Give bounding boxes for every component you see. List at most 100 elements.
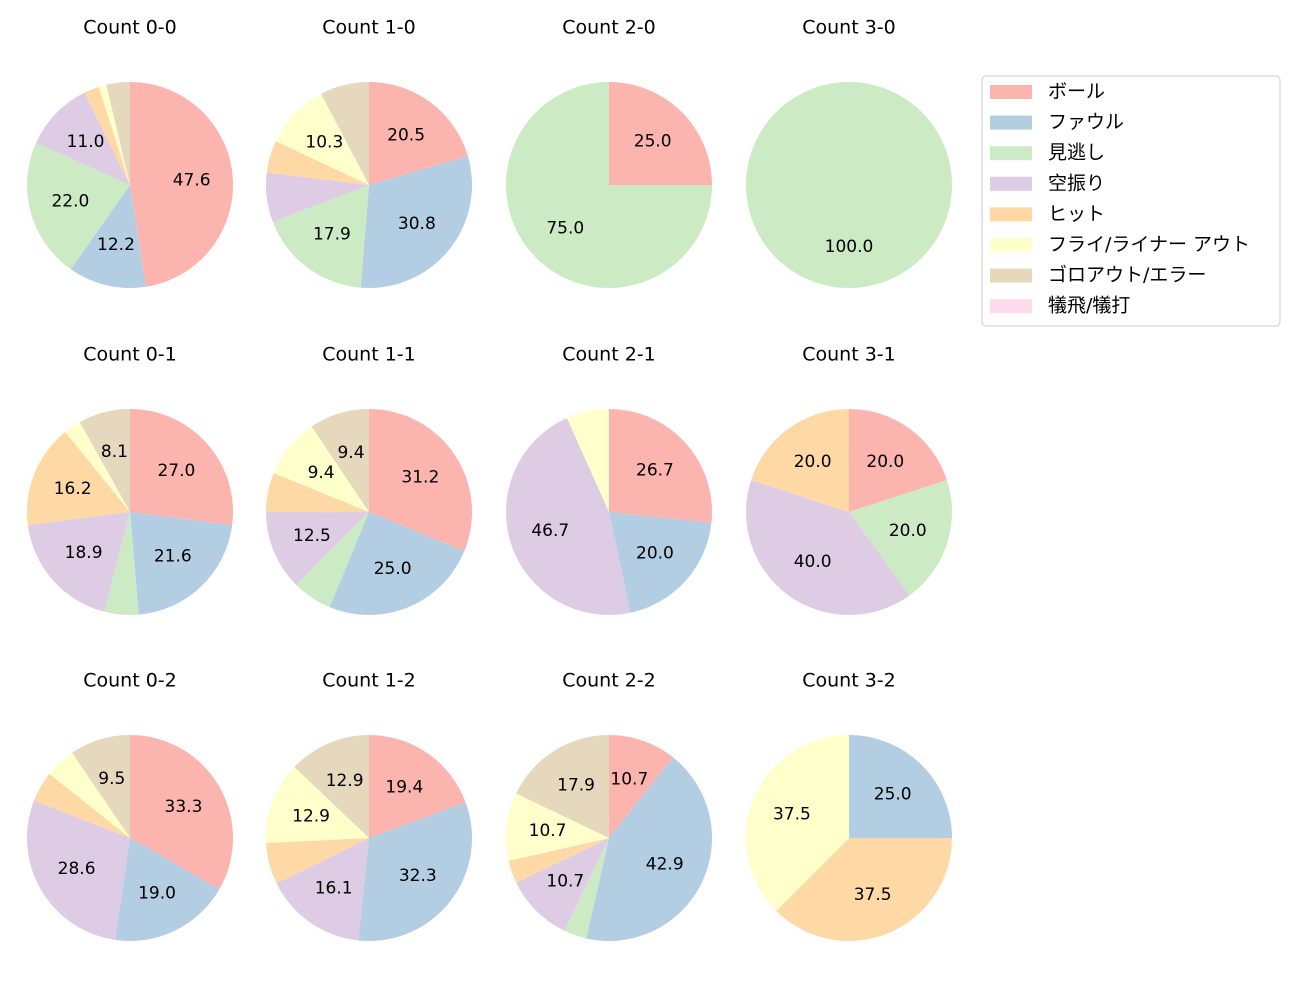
value-label: 100.0 [825,237,874,257]
pie-slice [321,82,369,185]
pie-slice [516,838,609,931]
value-label: 8.1 [101,442,128,462]
pie-slice [751,409,849,512]
pie-slice [369,82,468,185]
pie-slice [564,838,609,939]
pie-slice [360,156,472,288]
value-label: 9.4 [337,443,364,463]
pie-slice [70,185,146,289]
legend-label: ボール [1048,81,1105,103]
legend-label: 犠飛/犠打 [1048,295,1130,317]
pie-slice [266,172,369,222]
pie-slice [266,512,369,586]
legend-swatch [990,299,1032,314]
pie-slice [98,84,130,185]
pie-slice [27,431,131,526]
pie-slice [566,409,609,512]
value-label: 20.5 [387,126,425,146]
value-label: 42.9 [646,855,684,875]
pie-slice [746,480,910,615]
pie-slice [115,838,220,941]
value-label: 11.0 [67,132,105,152]
pie-slice [849,480,952,596]
legend-box [981,75,1281,327]
pie-slice [609,735,674,838]
pie-slice [65,422,130,512]
value-label: 33.3 [165,797,203,817]
value-label: 19.0 [138,884,176,904]
value-label: 12.9 [292,806,330,826]
pie-slice [276,838,369,941]
legend-label: ゴロアウト/エラー [1048,264,1206,286]
pie-slice [506,793,609,861]
value-label: 37.5 [854,885,892,905]
chart-title: Count 3-2 [802,670,896,692]
pie-slice [508,838,609,883]
pie-slice [79,409,130,512]
value-label: 40.0 [794,552,832,572]
value-label: 20.0 [636,543,674,563]
value-label: 25.0 [374,559,412,579]
chart-title: Count 1-1 [322,344,416,366]
value-label: 10.7 [529,821,567,841]
value-label: 47.6 [173,170,211,190]
legend-label: ヒット [1048,203,1105,225]
chart-title: Count 1-0 [322,17,416,39]
value-label: 37.5 [773,804,811,824]
legend-label: ファウル [1048,111,1124,133]
pie-slice [746,82,952,288]
chart-title: Count 0-0 [83,17,177,39]
legend-swatch [990,115,1032,130]
pie-slice [84,86,130,185]
value-label: 12.5 [293,526,331,546]
pie-slice [294,735,369,838]
pie-slice [609,82,712,185]
value-label: 32.3 [399,866,437,886]
pie-slice [609,512,712,613]
value-label: 12.2 [97,235,135,255]
pie-slice [130,409,233,526]
pie-slice [106,82,130,185]
pie-slice [273,426,369,512]
value-label: 12.9 [326,771,364,791]
pie-slice [72,735,130,838]
pie-slice [516,735,609,838]
pie-slice [26,142,131,270]
pie-slice [33,773,130,838]
value-label: 20.0 [889,521,927,541]
chart-title: Count 2-1 [562,344,656,366]
pie-slice [266,141,369,185]
value-label: 16.1 [315,879,353,899]
pie-slice [311,409,369,512]
value-label: 21.6 [154,547,192,567]
pie-slice [49,752,131,838]
value-label: 10.7 [546,872,584,892]
value-label: 17.9 [313,224,351,244]
value-label: 10.7 [610,770,648,790]
pie-slice [266,838,369,884]
legend-swatch [990,268,1032,283]
pie-slice [130,512,233,615]
chart-title: Count 3-1 [802,344,896,366]
chart-title: Count 0-2 [83,670,177,692]
value-label: 9.4 [308,463,335,483]
legend-label: フライ/ライナー アウト [1048,234,1250,256]
legend-swatch [990,85,1032,99]
legend-label: 見逃し [1048,142,1105,164]
pie-slice [27,512,130,612]
value-label: 26.7 [636,461,674,481]
chart-title: Count 0-1 [83,344,177,366]
pie-slice [296,512,369,608]
value-label: 31.2 [401,468,439,488]
pie-slice [329,512,465,615]
pie-slice [776,838,952,941]
pie-slice [358,802,472,941]
value-label: 25.0 [874,784,912,804]
value-label: 30.8 [398,214,436,234]
value-label: 16.2 [54,479,92,499]
chart-title: Count 2-0 [562,17,656,39]
legend-swatch [990,176,1032,191]
chart-title: Count 1-2 [322,670,416,692]
chart-title: Count 3-0 [802,17,896,39]
pie-slice [36,92,130,185]
